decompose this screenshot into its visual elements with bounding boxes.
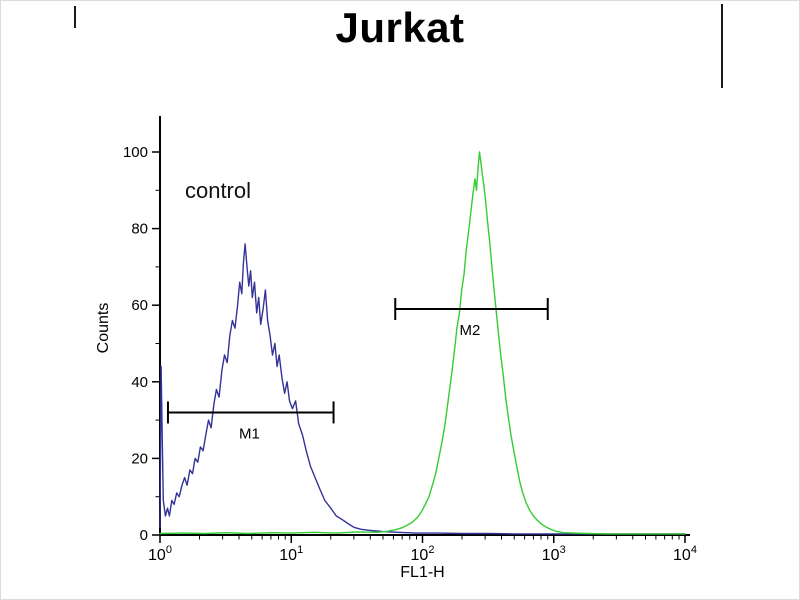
y-tick-label: 60 <box>131 297 148 314</box>
curve-green <box>159 151 686 535</box>
chart-title: Jurkat <box>335 4 465 51</box>
marker-M2: M2 <box>394 298 549 339</box>
gate-markers: M1 M2 <box>166 298 549 442</box>
x-tick-label: 101 <box>279 544 303 564</box>
y-tick-label: 0 <box>140 527 148 544</box>
annotations: control <box>185 178 251 203</box>
y-tick-labels: 0 20 40 60 80 100 <box>123 144 148 544</box>
annotation-control: control <box>185 178 251 203</box>
marker-label-M1: M1 <box>239 425 260 442</box>
y-tick-label: 20 <box>131 450 148 467</box>
x-tick-label: 103 <box>542 544 566 564</box>
x-tick-labels: 100 101 102 103 104 <box>148 544 697 564</box>
y-tick-label: 40 <box>131 374 148 391</box>
x-axis-title: FL1-H <box>400 564 445 581</box>
marker-M1: M1 <box>166 401 335 442</box>
y-tick-label: 80 <box>131 221 148 238</box>
curve-control <box>159 243 686 535</box>
series-curves <box>159 151 686 535</box>
marker-label-M2: M2 <box>460 322 481 339</box>
crop-mark-left <box>74 6 76 28</box>
crop-mark-right <box>721 4 723 88</box>
x-tick-label: 104 <box>673 544 697 564</box>
x-tick-label: 102 <box>411 544 435 564</box>
x-tick-label: 100 <box>148 544 172 564</box>
y-tick-label: 100 <box>123 144 148 161</box>
